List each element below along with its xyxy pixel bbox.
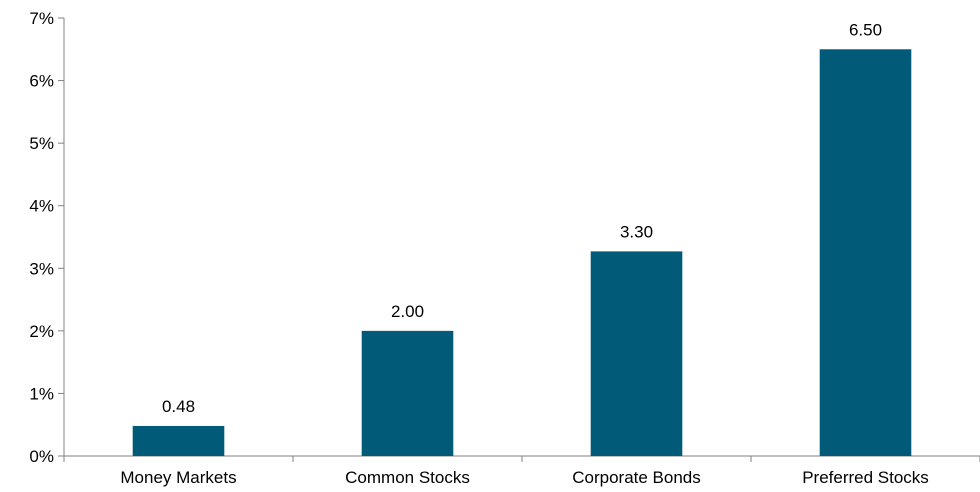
y-axis: 0% 1% 2% 3% 4% 5% 6% 7% [29, 9, 65, 466]
bar-value-label: 2.00 [391, 302, 424, 321]
bar-value-label: 0.48 [162, 397, 195, 416]
x-axis: Money Markets Common Stocks Corporate Bond… [63, 455, 980, 487]
bar-value-label: 6.50 [849, 20, 882, 39]
y-tick-label: 4% [29, 197, 54, 216]
bars [132, 49, 912, 457]
bar [132, 425, 225, 456]
y-tick-label: 5% [29, 134, 54, 153]
y-tick-label: 2% [29, 322, 54, 341]
bar [361, 330, 454, 456]
y-tick-label: 3% [29, 259, 54, 278]
y-tick-label: 7% [29, 9, 54, 28]
category-label: Money Markets [120, 468, 236, 487]
category-label: Corporate Bonds [572, 468, 701, 487]
y-tick-label: 6% [29, 72, 54, 91]
category-label: Common Stocks [345, 468, 470, 487]
y-tick-label: 0% [29, 447, 54, 466]
category-label: Preferred Stocks [802, 468, 929, 487]
y-tick-label: 1% [29, 384, 54, 403]
bar [819, 49, 912, 457]
bar [590, 251, 683, 456]
bar-value-label: 3.30 [620, 222, 653, 241]
data-labels: 0.48 2.00 3.30 6.50 [162, 20, 882, 416]
